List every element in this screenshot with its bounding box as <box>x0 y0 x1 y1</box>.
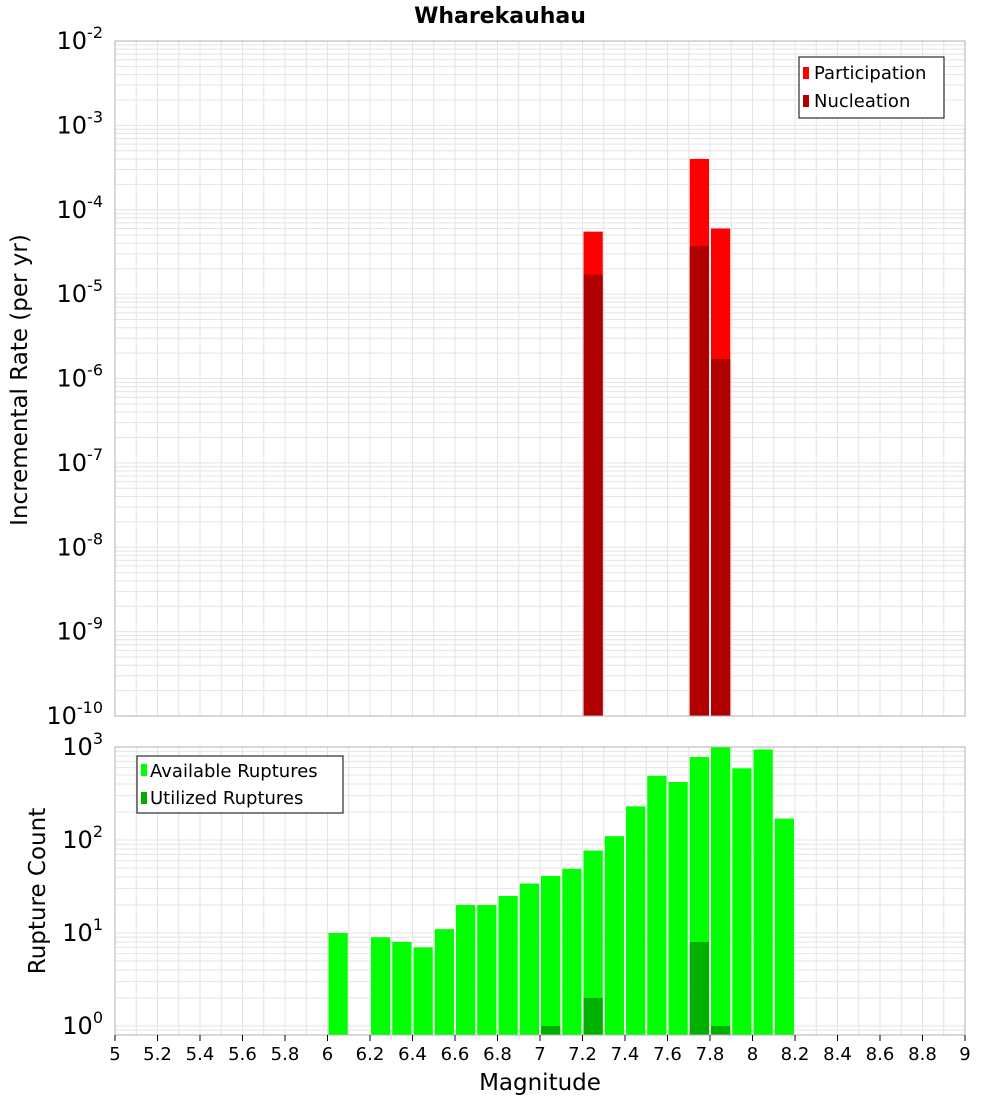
participation-legend-label: Participation <box>814 63 926 84</box>
x-tick-label: 7.2 <box>568 1044 597 1065</box>
count-legend-box <box>136 755 344 814</box>
x-tick-label: 5.4 <box>186 1044 215 1065</box>
rate-grid <box>114 41 966 717</box>
y-tick-label: 102 <box>62 822 103 854</box>
x-tick-label: 7.6 <box>653 1044 682 1065</box>
y-tick-label: 103 <box>62 729 103 761</box>
x-tick-label: 8.8 <box>908 1044 937 1065</box>
x-tick-label: 9 <box>959 1044 970 1065</box>
available-ruptures-bar <box>413 947 433 1035</box>
participation-legend-swatch <box>803 67 809 79</box>
available-ruptures-bar <box>541 876 561 1035</box>
x-tick-label: 7 <box>534 1044 545 1065</box>
count-y-axis-label: Rupture Count <box>25 808 51 974</box>
available-ruptures-bar <box>519 883 539 1035</box>
x-tick-label: 5.2 <box>143 1044 172 1065</box>
y-tick-label: 10-7 <box>57 445 104 477</box>
y-tick-label: 10-6 <box>57 361 104 393</box>
count-bars <box>328 747 794 1035</box>
rate-legend: Participation Nucleation <box>798 56 945 119</box>
x-tick-label: 8.4 <box>823 1044 852 1065</box>
available-ruptures-bar <box>604 836 624 1035</box>
y-tick-label: 10-3 <box>57 107 104 139</box>
utilized-legend-swatch <box>141 792 147 804</box>
y-tick-label: 10-5 <box>57 276 104 308</box>
available-legend-swatch <box>141 764 147 776</box>
x-tick-label: 5.6 <box>228 1044 257 1065</box>
x-tick-label: 5.8 <box>271 1044 300 1065</box>
available-ruptures-bar <box>456 904 476 1035</box>
available-ruptures-bar <box>753 749 773 1035</box>
y-tick-label: 10-2 <box>57 23 104 55</box>
y-tick-label: 10-9 <box>57 614 104 646</box>
available-ruptures-bar <box>498 895 518 1035</box>
available-ruptures-bar <box>668 782 688 1035</box>
count-panel: 100 101 102 103 5 5.2 5.4 5.6 5.8 6 6.2 6.4 6.6 6.8 7… <box>25 729 971 1096</box>
nucleation-bar <box>689 246 709 716</box>
utilized-ruptures-bar <box>711 1025 731 1035</box>
count-y-ticks: 100 101 102 103 <box>62 729 103 1040</box>
available-ruptures-bar <box>477 904 497 1035</box>
rate-legend-box <box>798 56 945 119</box>
y-tick-label: 10-10 <box>46 698 103 730</box>
available-ruptures-bar <box>434 929 454 1035</box>
nucleation-bar <box>711 359 731 716</box>
rate-panel: 10-10 10-9 10-8 10-7 10-6 10-5 10-4 10-3 10-2 In… <box>7 23 966 730</box>
x-axis-label: Magnitude <box>479 1070 601 1096</box>
x-tick-label: 6.6 <box>441 1044 470 1065</box>
available-ruptures-bar <box>392 942 412 1035</box>
chart-title: Wharekauhau <box>414 4 586 29</box>
available-ruptures-bar <box>732 768 752 1035</box>
x-tick-label: 7.4 <box>611 1044 640 1065</box>
x-tick-label: 5 <box>109 1044 120 1065</box>
available-ruptures-bar <box>647 775 667 1035</box>
x-tick-label: 6.2 <box>356 1044 385 1065</box>
x-tick-label: 8.2 <box>781 1044 810 1065</box>
rate-plot-frame <box>114 40 966 717</box>
available-ruptures-bar <box>583 850 603 1035</box>
utilized-ruptures-bar <box>541 1025 561 1035</box>
rate-y-ticks: 10-10 10-9 10-8 10-7 10-6 10-5 10-4 10-3 10-2 <box>46 23 103 730</box>
x-tick-label: 8.6 <box>866 1044 895 1065</box>
x-tick-label: 8 <box>747 1044 758 1065</box>
y-tick-label: 10-4 <box>57 192 104 224</box>
count-grid <box>114 747 966 1036</box>
utilized-ruptures-bar <box>583 997 603 1035</box>
available-ruptures-bar <box>774 818 794 1035</box>
utilized-legend-label: Utilized Ruptures <box>150 788 303 809</box>
rate-y-axis-label: Incremental Rate (per yr) <box>7 234 33 526</box>
y-tick-label: 10-8 <box>57 529 104 561</box>
nucleation-legend-swatch <box>803 95 809 107</box>
x-tick-label: 6 <box>322 1044 333 1065</box>
utilized-ruptures-bar <box>689 942 709 1035</box>
x-tick-label: 7.8 <box>696 1044 725 1065</box>
available-ruptures-bar <box>711 747 731 1035</box>
nucleation-legend-label: Nucleation <box>814 91 910 112</box>
available-ruptures-bar <box>328 932 348 1035</box>
y-tick-label: 101 <box>62 915 103 947</box>
x-tick-label: 6.8 <box>483 1044 512 1065</box>
nucleation-bar <box>583 274 603 716</box>
count-x-ticks: 5 5.2 5.4 5.6 5.8 6 6.2 6.4 6.6 6.8 7 7.2 7.4 7.6 7.8 8… <box>109 1035 971 1065</box>
available-legend-label: Available Ruptures <box>150 761 318 782</box>
x-tick-label: 6.4 <box>398 1044 427 1065</box>
y-tick-label: 100 <box>62 1008 103 1040</box>
available-ruptures-bar <box>371 937 391 1035</box>
count-legend: Available Ruptures Utilized Ruptures <box>136 755 344 814</box>
available-ruptures-bar <box>626 806 646 1035</box>
rate-bars <box>583 158 731 717</box>
available-ruptures-bar <box>562 868 582 1035</box>
